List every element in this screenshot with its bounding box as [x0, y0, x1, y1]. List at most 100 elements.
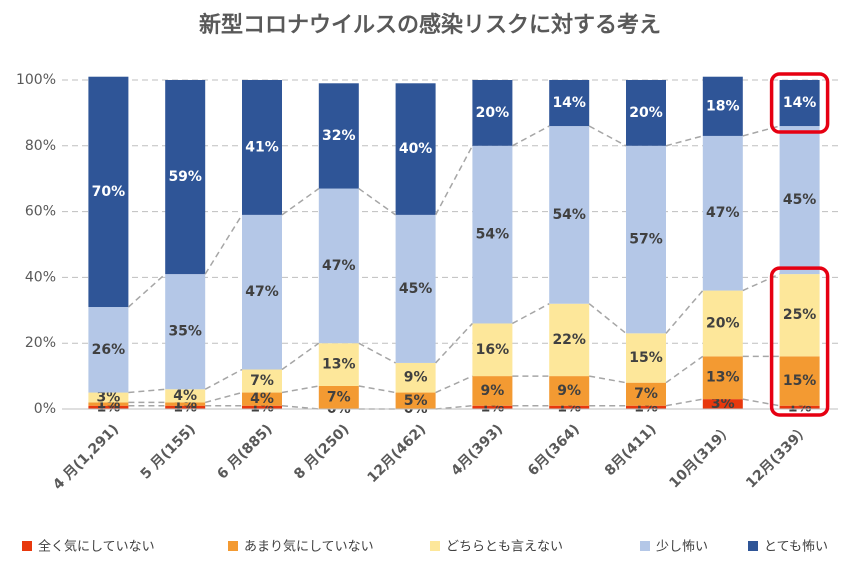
bar-segment: [395, 392, 436, 409]
data-label: 41%: [245, 139, 279, 155]
x-tick-label: 4 月(1,291): [50, 421, 122, 493]
y-tick-label: 0%: [34, 401, 56, 417]
x-tick-label: 4月(393): [448, 421, 506, 479]
bar-segment: [549, 303, 590, 377]
legend-label: 少し怖い: [656, 539, 708, 555]
bar-segment: [242, 392, 282, 406]
connector-line: [205, 391, 243, 404]
connector-line: [512, 303, 550, 325]
data-label: 47%: [706, 205, 740, 221]
bar-segment: [88, 307, 129, 393]
data-label: 4%: [250, 391, 274, 407]
connector-line: [281, 385, 319, 394]
x-tick-label: 10月(319）: [666, 421, 736, 491]
data-label: 15%: [629, 350, 663, 366]
bar-segment: [318, 343, 359, 386]
connector-line: [742, 398, 780, 407]
data-label: 20%: [706, 315, 740, 331]
bar-segment: [318, 385, 359, 409]
bar-segment: [702, 290, 743, 357]
data-label: 25%: [783, 307, 817, 323]
connector-line: [589, 375, 627, 384]
chart-title: 新型コロナウイルスの感染リスクに対する考え: [199, 12, 661, 38]
bar-segment: [702, 399, 743, 409]
data-label: 54%: [476, 227, 510, 243]
bar-segment: [779, 80, 820, 127]
data-label: 7%: [250, 373, 274, 389]
x-tick-label: 12月(339）: [743, 421, 813, 491]
legend-swatch: [748, 541, 758, 551]
data-label: 57%: [629, 232, 663, 248]
data-label: 45%: [783, 192, 817, 208]
bar-segment: [779, 274, 820, 357]
connector-line: [665, 290, 704, 334]
bar-segment: [242, 405, 282, 409]
legend-swatch: [430, 541, 440, 551]
x-tick: 8 月(250): [291, 421, 352, 482]
data-label: 9%: [557, 383, 581, 399]
bar-segment: [165, 402, 206, 406]
x-tick-label: 8 月(250): [291, 421, 352, 482]
x-tick-label: 8月(411): [602, 421, 660, 479]
bar-segment: [165, 274, 206, 390]
connector-line: [281, 404, 319, 410]
highlight-box: [769, 72, 830, 134]
bar-segment: [549, 80, 590, 127]
y-tick-label: 80%: [25, 138, 56, 154]
data-label: 40%: [399, 141, 433, 157]
connector-line: [434, 145, 474, 216]
x-tick-label: 5 月(155): [138, 421, 199, 482]
data-label: 13%: [706, 370, 740, 386]
connector-line: [435, 322, 473, 364]
bar-segment: [626, 405, 666, 409]
bar-segment: [88, 76, 129, 308]
data-label: 14%: [783, 95, 817, 111]
bar-segment: [88, 402, 129, 406]
data-label: 47%: [322, 258, 356, 274]
x-tick: 4月(393): [448, 421, 506, 479]
bar-segment: [549, 126, 590, 304]
connector-line: [281, 342, 320, 371]
data-label: 59%: [168, 169, 202, 185]
y-tick-label: 20%: [25, 335, 56, 351]
data-label: 9%: [481, 383, 505, 399]
connector-line: [128, 388, 166, 394]
bar-segment: [395, 214, 436, 363]
data-label: 47%: [245, 284, 279, 300]
connector-line: [358, 187, 397, 216]
legend-label: どちらとも言えない: [446, 540, 563, 555]
x-tick-label: 6月(364): [525, 421, 583, 479]
data-label: 13%: [322, 357, 356, 373]
legend-label: あまり気にしていない: [244, 539, 374, 555]
bar-segment: [472, 323, 513, 377]
connector-line: [665, 398, 703, 407]
bar-segment: [626, 382, 666, 406]
data-label: 26%: [92, 342, 126, 358]
bar-segment: [242, 214, 282, 370]
data-label: 16%: [476, 342, 510, 358]
data-label: 20%: [629, 105, 663, 121]
bar-segment: [318, 188, 359, 344]
data-label: 18%: [706, 98, 740, 114]
bar-segment: [88, 405, 129, 409]
data-label: 7%: [327, 389, 351, 405]
connector-line: [588, 303, 627, 334]
data-label: 22%: [552, 332, 586, 348]
connector-line: [204, 368, 243, 390]
connector-line: [512, 125, 550, 147]
data-label: 14%: [552, 95, 586, 111]
bar-segment: [88, 392, 129, 403]
data-label: 35%: [168, 324, 202, 340]
x-tick-label: 12月(462): [365, 421, 430, 486]
bar-segment: [165, 80, 206, 275]
data-label: 5%: [404, 393, 428, 409]
bar-segment: [472, 145, 513, 324]
legend-label: 全く気にしていない: [38, 539, 155, 555]
connector-line: [281, 187, 320, 216]
data-label: 4%: [173, 388, 197, 404]
x-tick-label: 6 月(885): [214, 421, 275, 482]
connector-line: [358, 342, 396, 364]
x-tick: 6 月(885): [214, 421, 275, 482]
bar-segment: [472, 376, 513, 406]
